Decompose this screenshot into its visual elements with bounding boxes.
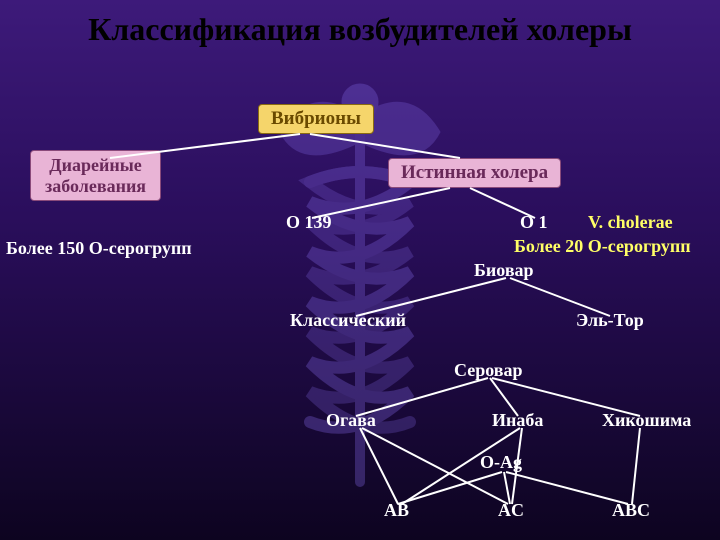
node-ogawa: Огава [326, 410, 376, 431]
node-true-cholera: Истинная холера [388, 158, 561, 188]
node-classic: Классический [290, 310, 406, 331]
node-diarrhea-l2: заболевания [45, 176, 146, 196]
node-vibrions: Вибрионы [258, 104, 374, 134]
node-vcholerae: V. cholerae [588, 212, 673, 233]
node-inaba: Инаба [492, 410, 543, 431]
node-more20: Более 20 О-серогрупп [514, 236, 691, 257]
node-biovar: Биовар [474, 260, 534, 281]
node-diarrhea: Диарейные заболевания [30, 150, 161, 201]
node-ab: AB [384, 500, 409, 521]
node-o1: О 1 [520, 212, 548, 233]
node-hikoshima: Хикошима [602, 410, 691, 431]
edges-layer [0, 0, 720, 540]
node-eltor: Эль-Тор [576, 310, 644, 331]
node-serovar: Серовар [454, 360, 523, 381]
node-abc: ABC [612, 500, 650, 521]
node-diarrhea-l1: Диарейные [49, 155, 142, 175]
page-title: Классификация возбудителей холеры [0, 0, 720, 53]
node-ac: AC [498, 500, 524, 521]
node-more150: Более 150 О-серогрупп [6, 238, 192, 259]
node-o139: О 139 [286, 212, 332, 233]
caduceus-bg [240, 72, 480, 512]
node-oag: O-Ag [480, 452, 522, 473]
